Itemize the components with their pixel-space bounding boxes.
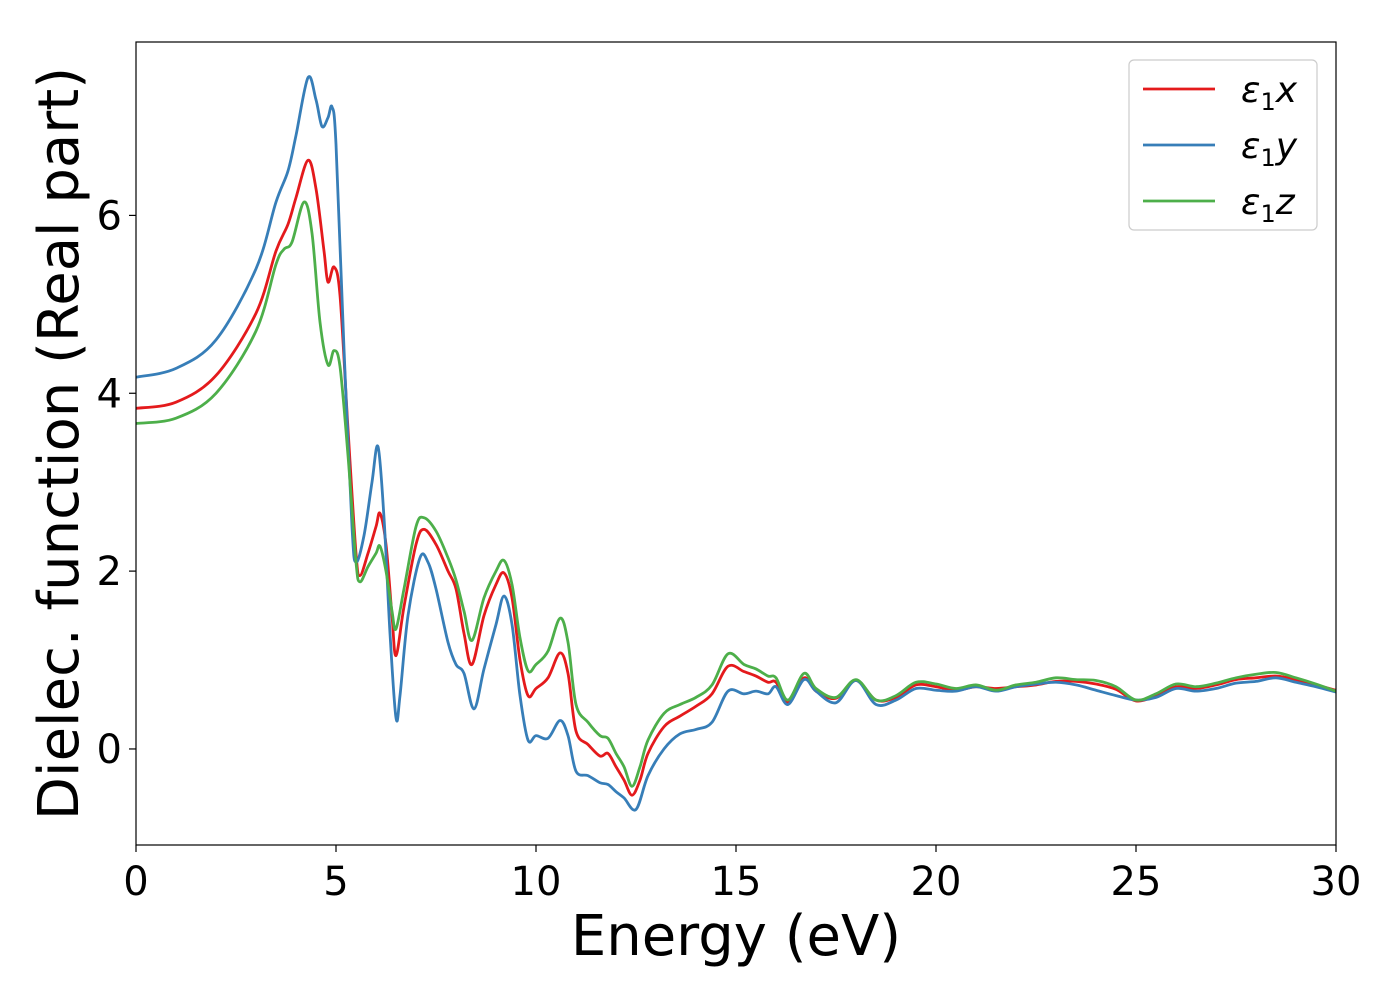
y-tick-label: 4: [97, 371, 122, 417]
x-tick-label: 15: [711, 859, 762, 905]
series-line-x: [136, 158, 1336, 797]
x-axis-title: Energy (eV): [571, 904, 901, 969]
series-line-z: [136, 200, 1336, 788]
y-axis-title: Dielec. function (Real part): [27, 67, 92, 820]
x-tick-label: 30: [1311, 859, 1362, 905]
x-tick-label: 10: [511, 859, 562, 905]
y-tick-label: 6: [97, 193, 122, 239]
legend-box: [1128, 59, 1318, 231]
x-tick-label: 20: [911, 859, 962, 905]
legend-label: ε1z: [1241, 182, 1296, 228]
x-tick-label: 5: [323, 859, 348, 905]
y-tick-label: 0: [97, 727, 122, 773]
y-axis-ticks: 0 2 4 6: [97, 193, 136, 773]
x-tick-label: 0: [123, 859, 148, 905]
x-tick-label: 25: [1111, 859, 1162, 905]
series-layer: [136, 75, 1336, 812]
x-axis-ticks: 0 5 10 15 20 25 30: [123, 845, 1361, 905]
y-tick-label: 2: [97, 549, 122, 595]
legend-label: ε1y: [1241, 126, 1298, 172]
legend-label: ε1x: [1241, 70, 1298, 116]
legend: ε1x ε1y ε1z: [1128, 59, 1318, 231]
